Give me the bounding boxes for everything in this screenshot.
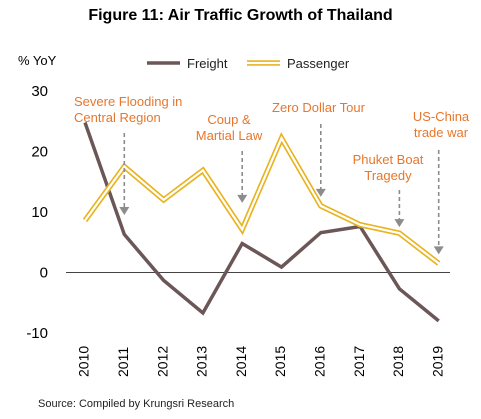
annotation-label: trade war [414,125,469,140]
annotation-arrow-head [394,219,405,228]
y-tick-label: 20 [31,144,48,161]
annotation-arrow-head [119,207,130,216]
series-freight-line [83,121,440,323]
x-tick-label: 2018 [390,346,406,377]
y-tick-label: 30 [31,83,48,100]
annotation-label: Central Region [74,110,161,125]
annotation-arrow-head [315,188,326,197]
x-tick-label: 2012 [154,346,170,377]
annotation-label: Zero Dollar Tour [272,100,366,115]
annotation-label: Severe Flooding in [74,94,182,109]
annotation-label: Phuket Boat [353,152,424,167]
y-tick-label: 0 [40,265,48,282]
annotation-label: US-China [413,109,470,124]
annotation-label: Martial Law [196,128,263,143]
series-passenger-line [84,135,440,265]
x-tick-label: 2019 [429,346,445,377]
y-axis-unit-label: % YoY [18,53,57,68]
annotation-label: Tragedy [364,168,412,183]
annotation-arrow-head [433,246,444,255]
x-tick-label: 2017 [351,346,367,377]
annotation-arrow-head [237,194,248,203]
chart-title: Figure 11: Air Traffic Growth of Thailan… [88,7,393,24]
y-tick-label: -10 [26,325,48,342]
x-tick-label: 2014 [233,346,249,377]
x-tick-label: 2015 [272,346,288,377]
source-note: Source: Compiled by Krungsri Research [38,398,235,410]
x-tick-label: 2010 [76,346,92,377]
x-tick-label: 2013 [194,346,210,377]
annotation-label: Coup & [207,112,251,127]
y-tick-label: 10 [31,204,48,221]
legend-passenger-label: Passenger [287,56,350,71]
legend-freight-label: Freight [187,56,228,71]
x-tick-label: 2011 [115,347,131,377]
x-tick-label: 2016 [312,346,328,377]
